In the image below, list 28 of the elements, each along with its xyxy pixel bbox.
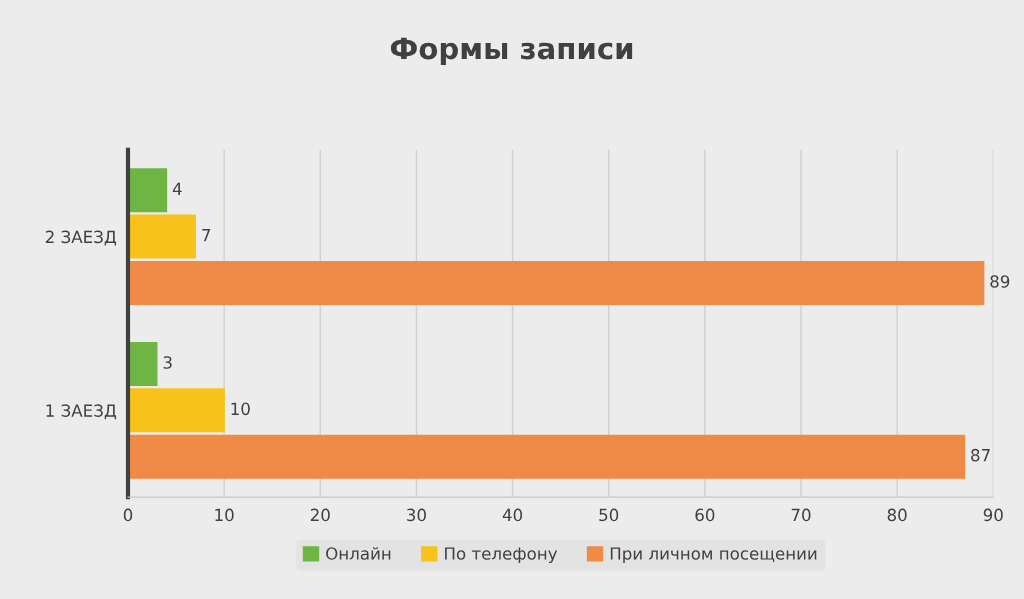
bar: [128, 214, 196, 259]
bar: [128, 434, 966, 479]
y-tick-label: 2 ЗАЕЗД: [45, 230, 117, 246]
data-label: 89: [990, 275, 1010, 288]
x-tick-label: 60: [695, 508, 715, 522]
x-tick-label: 70: [791, 508, 811, 522]
bar: [128, 168, 168, 213]
x-tick-label: 40: [502, 508, 523, 522]
x-tick-label: 90: [983, 508, 1003, 522]
chart-title: Формы записи: [390, 37, 633, 66]
legend-label: При личном посещении: [610, 547, 817, 564]
x-tick-label: 30: [407, 508, 426, 522]
x-tick-label: 20: [310, 508, 330, 522]
data-label: 10: [231, 402, 250, 416]
data-label: 4: [172, 182, 182, 195]
data-label: 3: [163, 356, 172, 369]
x-tick-label: 0: [123, 508, 133, 522]
data-label: 87: [971, 448, 990, 462]
bar: [128, 341, 158, 386]
legend-label: Онлайн: [326, 546, 391, 560]
data-label: 7: [202, 229, 211, 242]
x-tick-label: 50: [599, 508, 619, 522]
x-tick-label: 80: [887, 508, 907, 522]
y-tick-label: 1 ЗАЕЗД: [46, 404, 117, 420]
legend-label: По телефону: [445, 547, 558, 564]
bar: [128, 388, 225, 433]
x-tick-label: 10: [215, 508, 234, 522]
bar: [128, 260, 985, 305]
